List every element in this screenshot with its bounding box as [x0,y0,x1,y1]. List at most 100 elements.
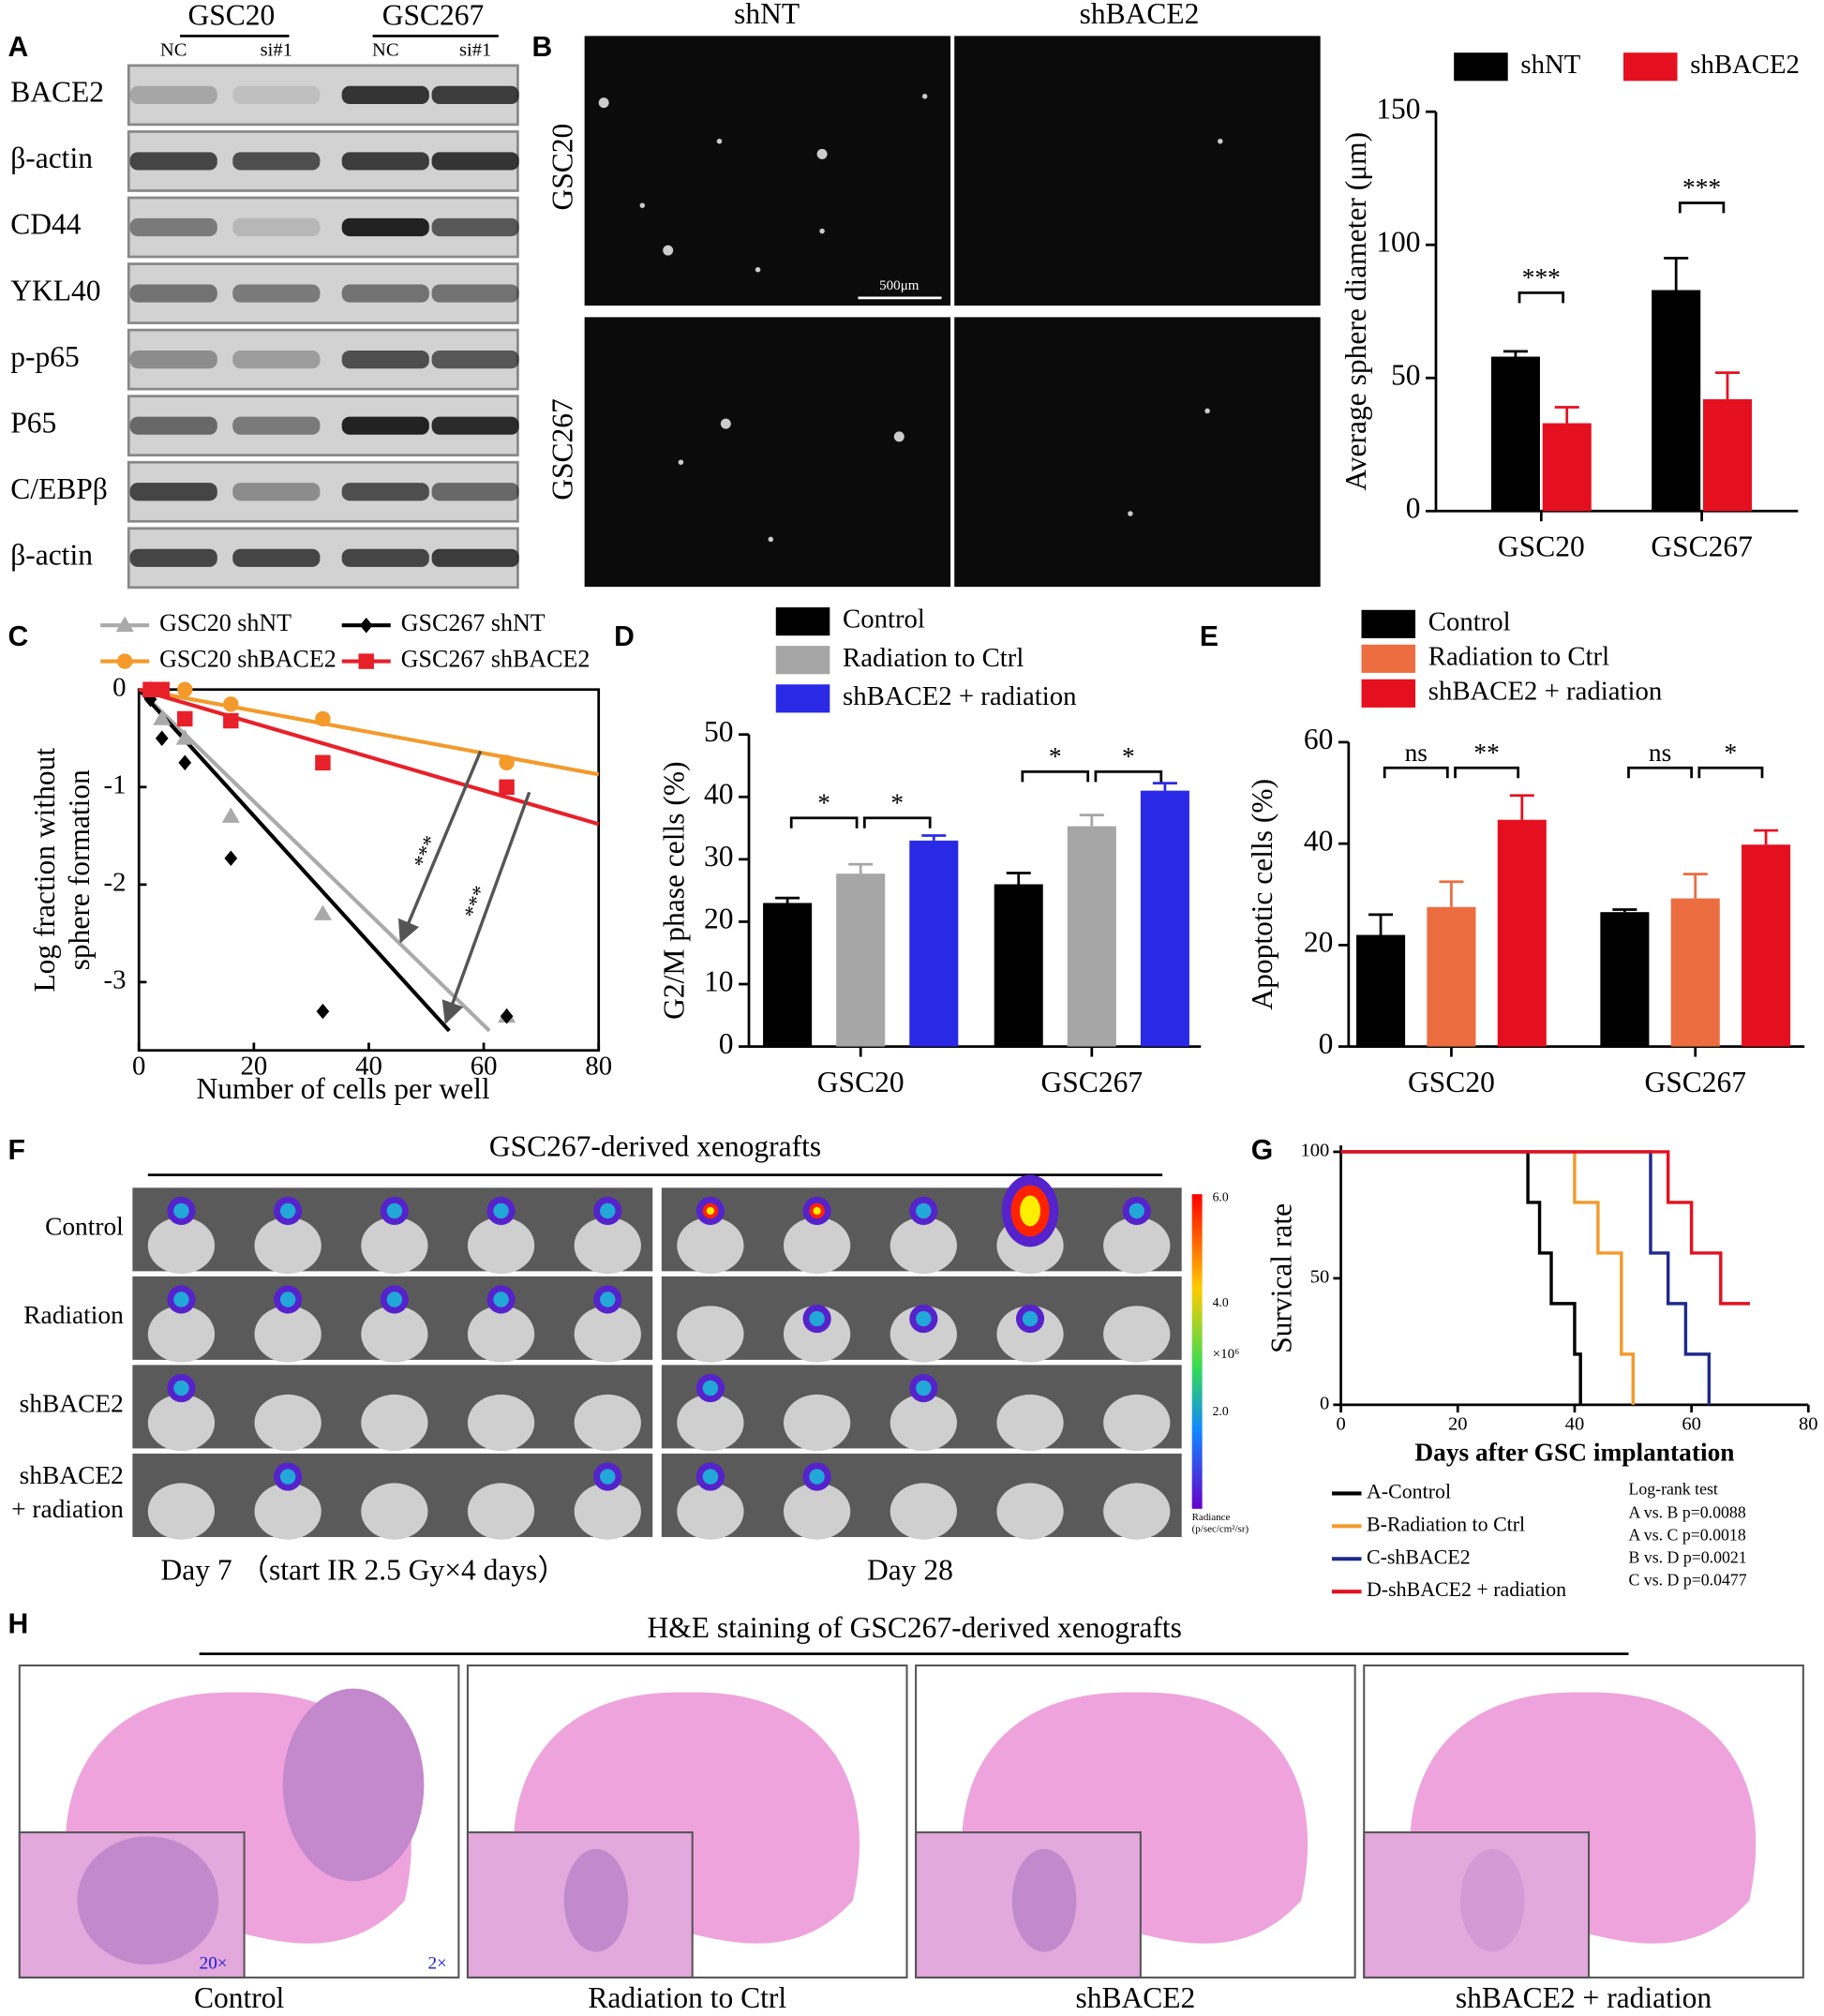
legend-label: A-Control [1367,1479,1451,1502]
mouse [677,1306,744,1363]
error-bar [1079,814,1104,827]
band [129,483,217,501]
significance-label: *** [459,883,493,922]
lane-label: si#1 [459,40,491,61]
significance-bracket [1383,766,1449,779]
sphere [819,228,825,234]
band [129,284,217,303]
error-bar [1152,782,1177,791]
sphere [598,97,609,109]
signal-core [916,1310,932,1327]
signal-core [809,1310,825,1327]
colorbar-tick: 4.0 [1213,1295,1229,1309]
bar [909,840,959,1047]
mouse [1103,1394,1171,1452]
error-bar [1006,872,1031,885]
legend-label: B-Radiation to Ctrl [1367,1512,1525,1535]
y-tick-label: 40 [1304,824,1334,857]
colorbar-label: Radiance [1192,1512,1231,1523]
bar [1497,819,1547,1047]
band [431,217,519,237]
bar [1067,826,1116,1047]
y-tick-label: 60 [1304,723,1334,755]
signal-peak [706,1206,715,1216]
fit-line [137,688,491,1033]
error-bar [1368,913,1394,935]
bar [994,884,1043,1047]
legend-label: Radiation to Ctrl [843,643,1024,673]
mouse [574,1483,641,1540]
y-axis-label: Apoptotic cells (%) [1246,779,1278,1010]
mouse [147,1217,216,1275]
signal-core [600,1469,616,1485]
y-tick-label: 0 [1320,1394,1329,1414]
y-tick-label: 20 [1304,926,1334,959]
marker [224,850,238,866]
band [232,483,321,501]
band [341,85,429,104]
x-tick-label: 40 [1565,1413,1585,1434]
mouse [361,1306,428,1363]
sphere [893,431,905,442]
band [341,548,429,567]
mouse [677,1217,744,1275]
signal-core [702,1380,719,1396]
marker [178,754,192,770]
inset-lesion [77,1836,219,1965]
bar [1490,356,1540,512]
colorbar-unit: ×10⁶ [1213,1347,1240,1362]
error-bar [848,862,874,874]
y-tick-label: 30 [704,840,734,873]
signal-core [386,1202,403,1219]
mouse [996,1394,1064,1452]
he-title: H&E staining of GSC267-derived xenograft… [648,1611,1182,1644]
marker [223,696,239,712]
y-tick-label: 0 [719,1027,734,1060]
panel-label: A [7,32,28,63]
sphere [1128,511,1133,516]
x-tick-label: GSC20 [1498,530,1585,563]
bar [1427,906,1476,1047]
inset-lesion [1460,1848,1525,1952]
mouse [890,1483,957,1540]
significance-label: * [1725,739,1738,767]
marker [175,729,194,745]
mouse [574,1217,641,1275]
y-tick-label: -1 [104,769,127,799]
mouse [361,1483,428,1540]
marker [155,730,169,746]
bar [1356,934,1406,1047]
sphere-image [584,36,951,306]
band [129,416,217,435]
marker [315,754,331,770]
signal-core [493,1292,509,1307]
legend-label: C-shBACE2 [1367,1545,1471,1568]
mouse [361,1394,428,1452]
mouse [1103,1217,1171,1275]
band [232,416,321,435]
mouse [574,1306,641,1363]
band [232,152,321,171]
band [431,416,519,435]
band [232,548,321,567]
y-tick-label: -2 [104,867,127,897]
x-tick-label: 0 [132,1052,145,1082]
y-tick-label: 0 [112,672,126,702]
error-bar [1554,406,1579,424]
blot-row-label: β-actin [10,539,93,572]
mouse [1103,1483,1171,1540]
band [129,85,217,104]
signal-core [279,1292,296,1307]
x-axis-label: Number of cells per well [196,1072,489,1105]
y-tick-label: 0 [1406,492,1421,525]
band [431,85,519,104]
image-row-label: GSC20 [546,124,578,211]
inset-lesion [563,1848,629,1952]
signal-core [279,1469,296,1485]
signal-core [1129,1202,1144,1219]
band [129,217,217,237]
mouse [147,1306,216,1363]
band [431,351,519,369]
row-label: shBACE2 [20,1461,124,1489]
he-caption: shBACE2 [1076,1981,1196,2014]
